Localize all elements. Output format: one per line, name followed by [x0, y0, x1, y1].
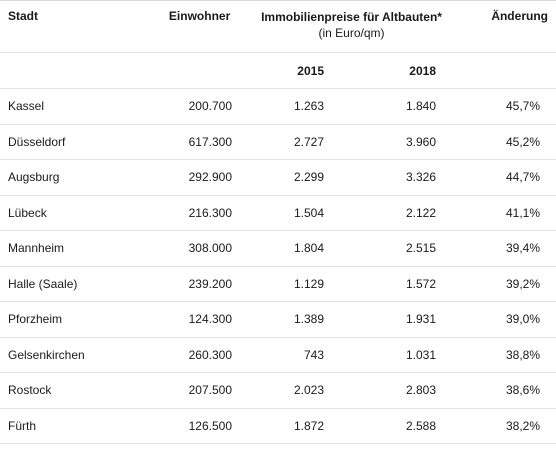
table-row: Halle (Saale) 239.200 1.129 1.572 39,2% — [0, 267, 556, 302]
table-body: Kassel 200.700 1.263 1.840 45,7% Düsseld… — [0, 89, 556, 444]
cell-change: 38,6% — [505, 383, 540, 398]
cell-price-2018: 2.122 — [405, 205, 436, 220]
cell-change: 39,0% — [505, 312, 540, 327]
header-prices: Immobilienpreise für Altbauten* (in Euro… — [230, 9, 445, 41]
cell-change: 45,7% — [505, 99, 540, 114]
table-row: Lübeck 216.300 1.504 2.122 41,1% — [0, 196, 556, 231]
header-population: Einwohner — [168, 9, 231, 23]
cell-price-2018: 1.031 — [405, 347, 436, 362]
cell-price-2018: 2.515 — [405, 241, 436, 256]
cell-price-2015: 1.389 — [293, 312, 324, 327]
cell-population: 260.300 — [188, 347, 232, 362]
price-table: Stadt Einwohner Immobilienpreise für Alt… — [0, 0, 556, 444]
header-change: Änderung — [491, 9, 548, 23]
cell-population: 200.700 — [188, 99, 232, 114]
cell-price-2015: 1.263 — [293, 99, 324, 114]
cell-city: Rostock — [8, 383, 52, 398]
cell-price-2018: 1.931 — [405, 312, 436, 327]
cell-population: 124.300 — [188, 312, 232, 327]
cell-price-2018: 1.572 — [405, 276, 436, 291]
header-prices-sub: (in Euro/qm) — [318, 26, 385, 40]
cell-city: Lübeck — [8, 205, 47, 220]
cell-price-2018: 1.840 — [405, 99, 436, 114]
header-city: Stadt — [8, 9, 38, 23]
cell-price-2015: 2.299 — [293, 170, 324, 185]
table-header-row: Stadt Einwohner Immobilienpreise für Alt… — [0, 1, 556, 53]
cell-price-2015: 1.129 — [293, 276, 324, 291]
cell-price-2015: 1.804 — [293, 241, 324, 256]
table-row: Mannheim 308.000 1.804 2.515 39,4% — [0, 231, 556, 267]
header-year-2015: 2015 — [297, 63, 324, 78]
cell-price-2015: 1.872 — [293, 418, 324, 433]
cell-price-2015: 2.727 — [293, 134, 324, 149]
table-row: Düsseldorf 617.300 2.727 3.960 45,2% — [0, 125, 556, 160]
table-row: Pforzheim 124.300 1.389 1.931 39,0% — [0, 302, 556, 338]
table-row: Augsburg 292.900 2.299 3.326 44,7% — [0, 160, 556, 196]
cell-change: 41,1% — [505, 205, 540, 220]
cell-change: 45,2% — [505, 134, 540, 149]
cell-population: 216.300 — [188, 205, 232, 220]
table-row: Fürth 126.500 1.872 2.588 38,2% — [0, 409, 556, 444]
cell-change: 38,8% — [505, 347, 540, 362]
cell-change: 38,2% — [505, 418, 540, 433]
cell-city: Augsburg — [8, 170, 60, 185]
cell-population: 292.900 — [188, 170, 232, 185]
header-year-2018: 2018 — [409, 63, 436, 78]
cell-population: 308.000 — [188, 241, 232, 256]
cell-price-2015: 743 — [303, 347, 324, 362]
cell-price-2015: 2.023 — [293, 383, 324, 398]
cell-price-2018: 3.960 — [405, 134, 436, 149]
table-row: Kassel 200.700 1.263 1.840 45,7% — [0, 89, 556, 125]
header-prices-title: Immobilienpreise für Altbauten* — [261, 10, 442, 24]
cell-city: Düsseldorf — [8, 134, 66, 149]
table-row: Rostock 207.500 2.023 2.803 38,6% — [0, 373, 556, 409]
cell-change: 39,4% — [505, 241, 540, 256]
cell-population: 126.500 — [188, 418, 232, 433]
cell-price-2018: 2.803 — [405, 383, 436, 398]
cell-change: 44,7% — [505, 170, 540, 185]
table-row: Gelsenkirchen 260.300 743 1.031 38,8% — [0, 338, 556, 373]
cell-price-2018: 2.588 — [405, 418, 436, 433]
cell-population: 207.500 — [188, 383, 232, 398]
cell-price-2015: 1.504 — [293, 205, 324, 220]
cell-population: 239.200 — [188, 276, 232, 291]
cell-city: Pforzheim — [8, 312, 63, 327]
cell-city: Mannheim — [8, 241, 65, 256]
cell-price-2018: 3.326 — [405, 170, 436, 185]
cell-change: 39,2% — [505, 276, 540, 291]
cell-city: Halle (Saale) — [8, 276, 78, 291]
cell-city: Kassel — [8, 99, 45, 114]
cell-population: 617.300 — [188, 134, 232, 149]
cell-city: Fürth — [8, 418, 37, 433]
table-subheader-row: 2015 2018 — [0, 53, 556, 89]
cell-city: Gelsenkirchen — [8, 347, 85, 362]
